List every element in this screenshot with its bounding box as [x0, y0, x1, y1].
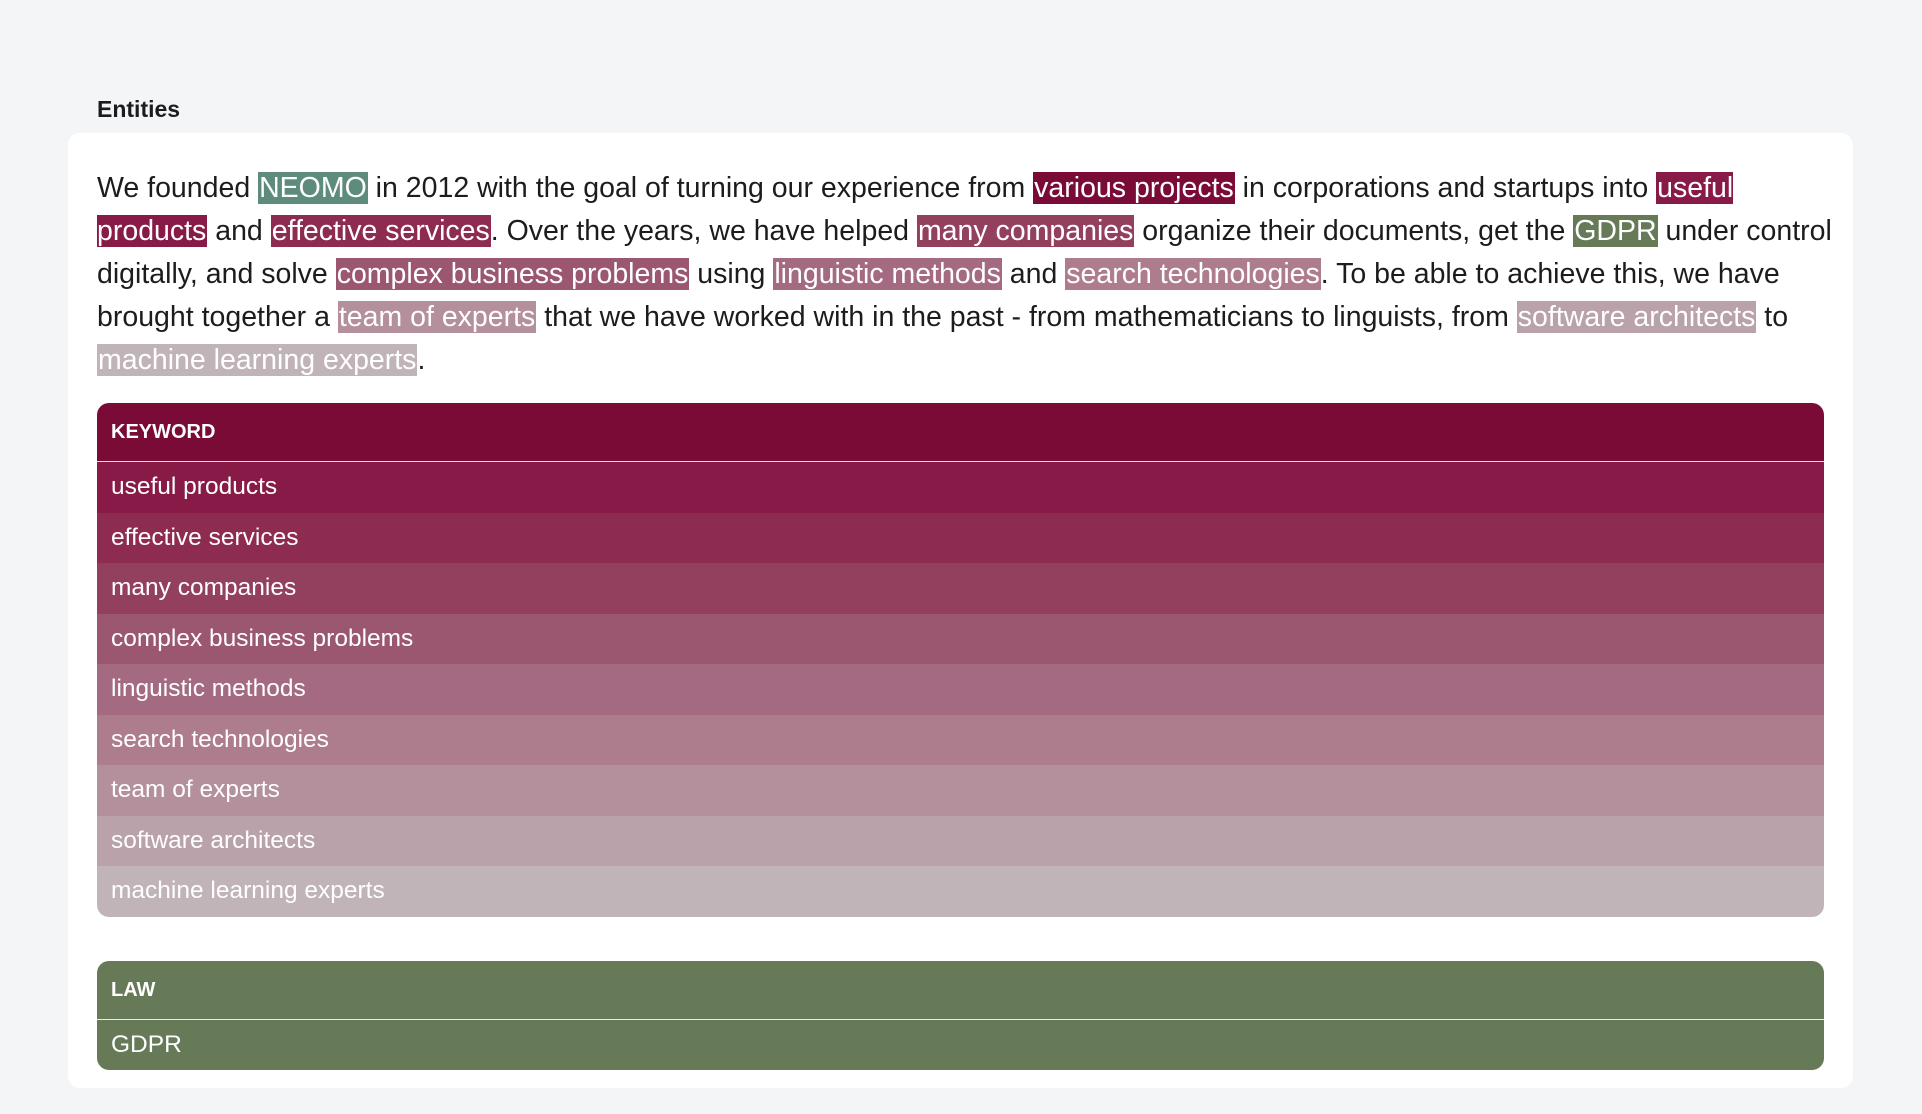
table-row[interactable]: many companies [97, 563, 1824, 614]
entities-card: We founded NEOMO in 2012 with the goal o… [68, 133, 1853, 1088]
text-segment: in corporations and startups into [1234, 172, 1657, 204]
entity-highlight[interactable]: search technologies [1065, 258, 1321, 290]
keyword-table: KEYWORD useful products effective services… [97, 403, 1824, 917]
text-segment: organize their documents, get the [1134, 215, 1574, 247]
entity-highlight[interactable]: complex business problems [335, 258, 690, 290]
table-row[interactable]: effective services [97, 512, 1824, 563]
entity-tables: KEYWORD useful products effective services… [97, 403, 1824, 1114]
table-row[interactable]: software architects [97, 815, 1824, 866]
entity-highlight[interactable]: machine learning experts [97, 344, 418, 376]
table-row[interactable]: team of experts [97, 765, 1824, 816]
entity-highlight[interactable]: team of experts [337, 301, 537, 333]
text-segment: under control digitally, and solve [97, 215, 1832, 290]
text-segment: using [689, 258, 774, 290]
text-segment: We founded [97, 172, 259, 204]
text-segment: . Over the years, we have helped [490, 215, 917, 247]
table-header: KEYWORD [97, 403, 1824, 462]
section-title: Entities [97, 96, 181, 122]
text-segment: . [417, 344, 426, 376]
annotated-text: We founded NEOMO in 2012 with the goal o… [97, 167, 1832, 382]
table-header: LAW [97, 960, 1824, 1020]
entity-highlight[interactable]: effective services [270, 215, 491, 247]
law-table: LAW GDPR [97, 960, 1824, 1070]
text-segment: in 2012 with the goal of turning our exp… [367, 172, 1034, 204]
entity-highlight[interactable]: NEOMO [258, 172, 368, 204]
text-segment: and [1001, 258, 1066, 290]
table-row[interactable]: useful products [97, 462, 1824, 513]
table-row[interactable]: linguistic methods [97, 664, 1824, 715]
table-row[interactable]: search technologies [97, 714, 1824, 765]
entity-highlight[interactable]: various projects [1033, 172, 1235, 204]
entity-highlight[interactable]: GDPR [1573, 215, 1658, 247]
table-row[interactable]: complex business problems [97, 613, 1824, 664]
table-row[interactable]: machine learning experts [97, 866, 1824, 917]
entity-highlight[interactable]: software architects [1516, 301, 1757, 333]
entity-highlight[interactable]: linguistic methods [773, 258, 1002, 290]
text-segment: to [1756, 301, 1789, 333]
text-segment: that we have worked with in the past - f… [536, 301, 1517, 333]
text-segment: . To be able to achieve this, we have br… [97, 258, 1780, 333]
entity-highlight[interactable]: many companies [916, 215, 1135, 247]
table-row[interactable]: GDPR [97, 1019, 1824, 1070]
text-segment: and [207, 215, 271, 247]
